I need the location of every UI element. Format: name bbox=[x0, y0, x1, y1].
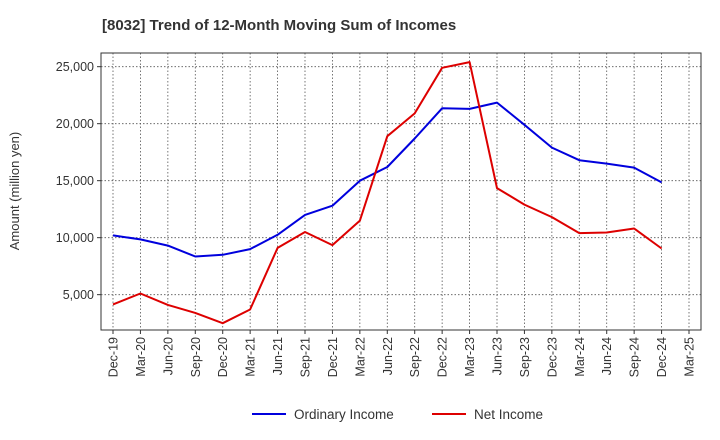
y-tick-label: 5,000 bbox=[63, 288, 94, 302]
y-axis: 5,000 10,000 15,000 20,000 25,000 bbox=[56, 60, 101, 302]
series-line-2 bbox=[112, 61, 663, 325]
y-tick-label: 15,000 bbox=[56, 174, 94, 188]
x-tick-label: Dec-19 bbox=[107, 337, 121, 377]
x-tick-label: Mar-25 bbox=[683, 337, 697, 377]
x-tick-label: Sep-20 bbox=[189, 337, 203, 377]
y-tick-label: 25,000 bbox=[56, 60, 94, 74]
x-tick-label: Dec-22 bbox=[436, 337, 450, 377]
x-tick-label: Dec-21 bbox=[326, 337, 340, 377]
x-tick-label: Jun-20 bbox=[161, 337, 175, 375]
x-tick-label: Sep-21 bbox=[299, 337, 313, 377]
grid bbox=[101, 53, 701, 330]
x-tick-label: Sep-23 bbox=[518, 337, 532, 377]
x-tick-label: Sep-22 bbox=[408, 337, 422, 377]
x-tick-label: Mar-20 bbox=[134, 337, 148, 377]
x-tick-label: Mar-22 bbox=[353, 337, 367, 377]
series-line-1 bbox=[112, 101, 663, 258]
x-tick-label: Mar-23 bbox=[463, 337, 477, 377]
x-axis: Dec-19 Mar-20 Jun-20 Sep-20 Dec-20 Mar-21 Jun-… bbox=[107, 330, 697, 377]
chart-title: [8032] Trend of 12-Month Moving Sum of I… bbox=[102, 17, 456, 34]
y-tick-label: 10,000 bbox=[56, 231, 94, 245]
plot-area bbox=[100, 52, 702, 331]
series-group bbox=[112, 61, 663, 325]
x-tick-label: Jun-24 bbox=[600, 337, 614, 375]
x-tick-label: Dec-24 bbox=[655, 337, 669, 377]
legend-label-2: Net Income bbox=[474, 407, 543, 422]
legend: Ordinary Income Net Income bbox=[252, 407, 543, 422]
x-tick-label: Dec-23 bbox=[545, 337, 559, 377]
x-tick-label: Mar-24 bbox=[573, 337, 587, 377]
x-tick-label: Jun-21 bbox=[271, 337, 285, 375]
y-axis-label: Amount (million yen) bbox=[7, 132, 22, 251]
x-tick-label: Jun-22 bbox=[381, 337, 395, 375]
x-tick-label: Jun-23 bbox=[491, 337, 505, 375]
y-tick-label: 20,000 bbox=[56, 117, 94, 131]
legend-label-1: Ordinary Income bbox=[294, 407, 394, 422]
x-tick-label: Mar-21 bbox=[244, 337, 258, 377]
x-tick-label: Dec-20 bbox=[216, 337, 230, 377]
x-tick-label: Sep-24 bbox=[628, 337, 642, 377]
